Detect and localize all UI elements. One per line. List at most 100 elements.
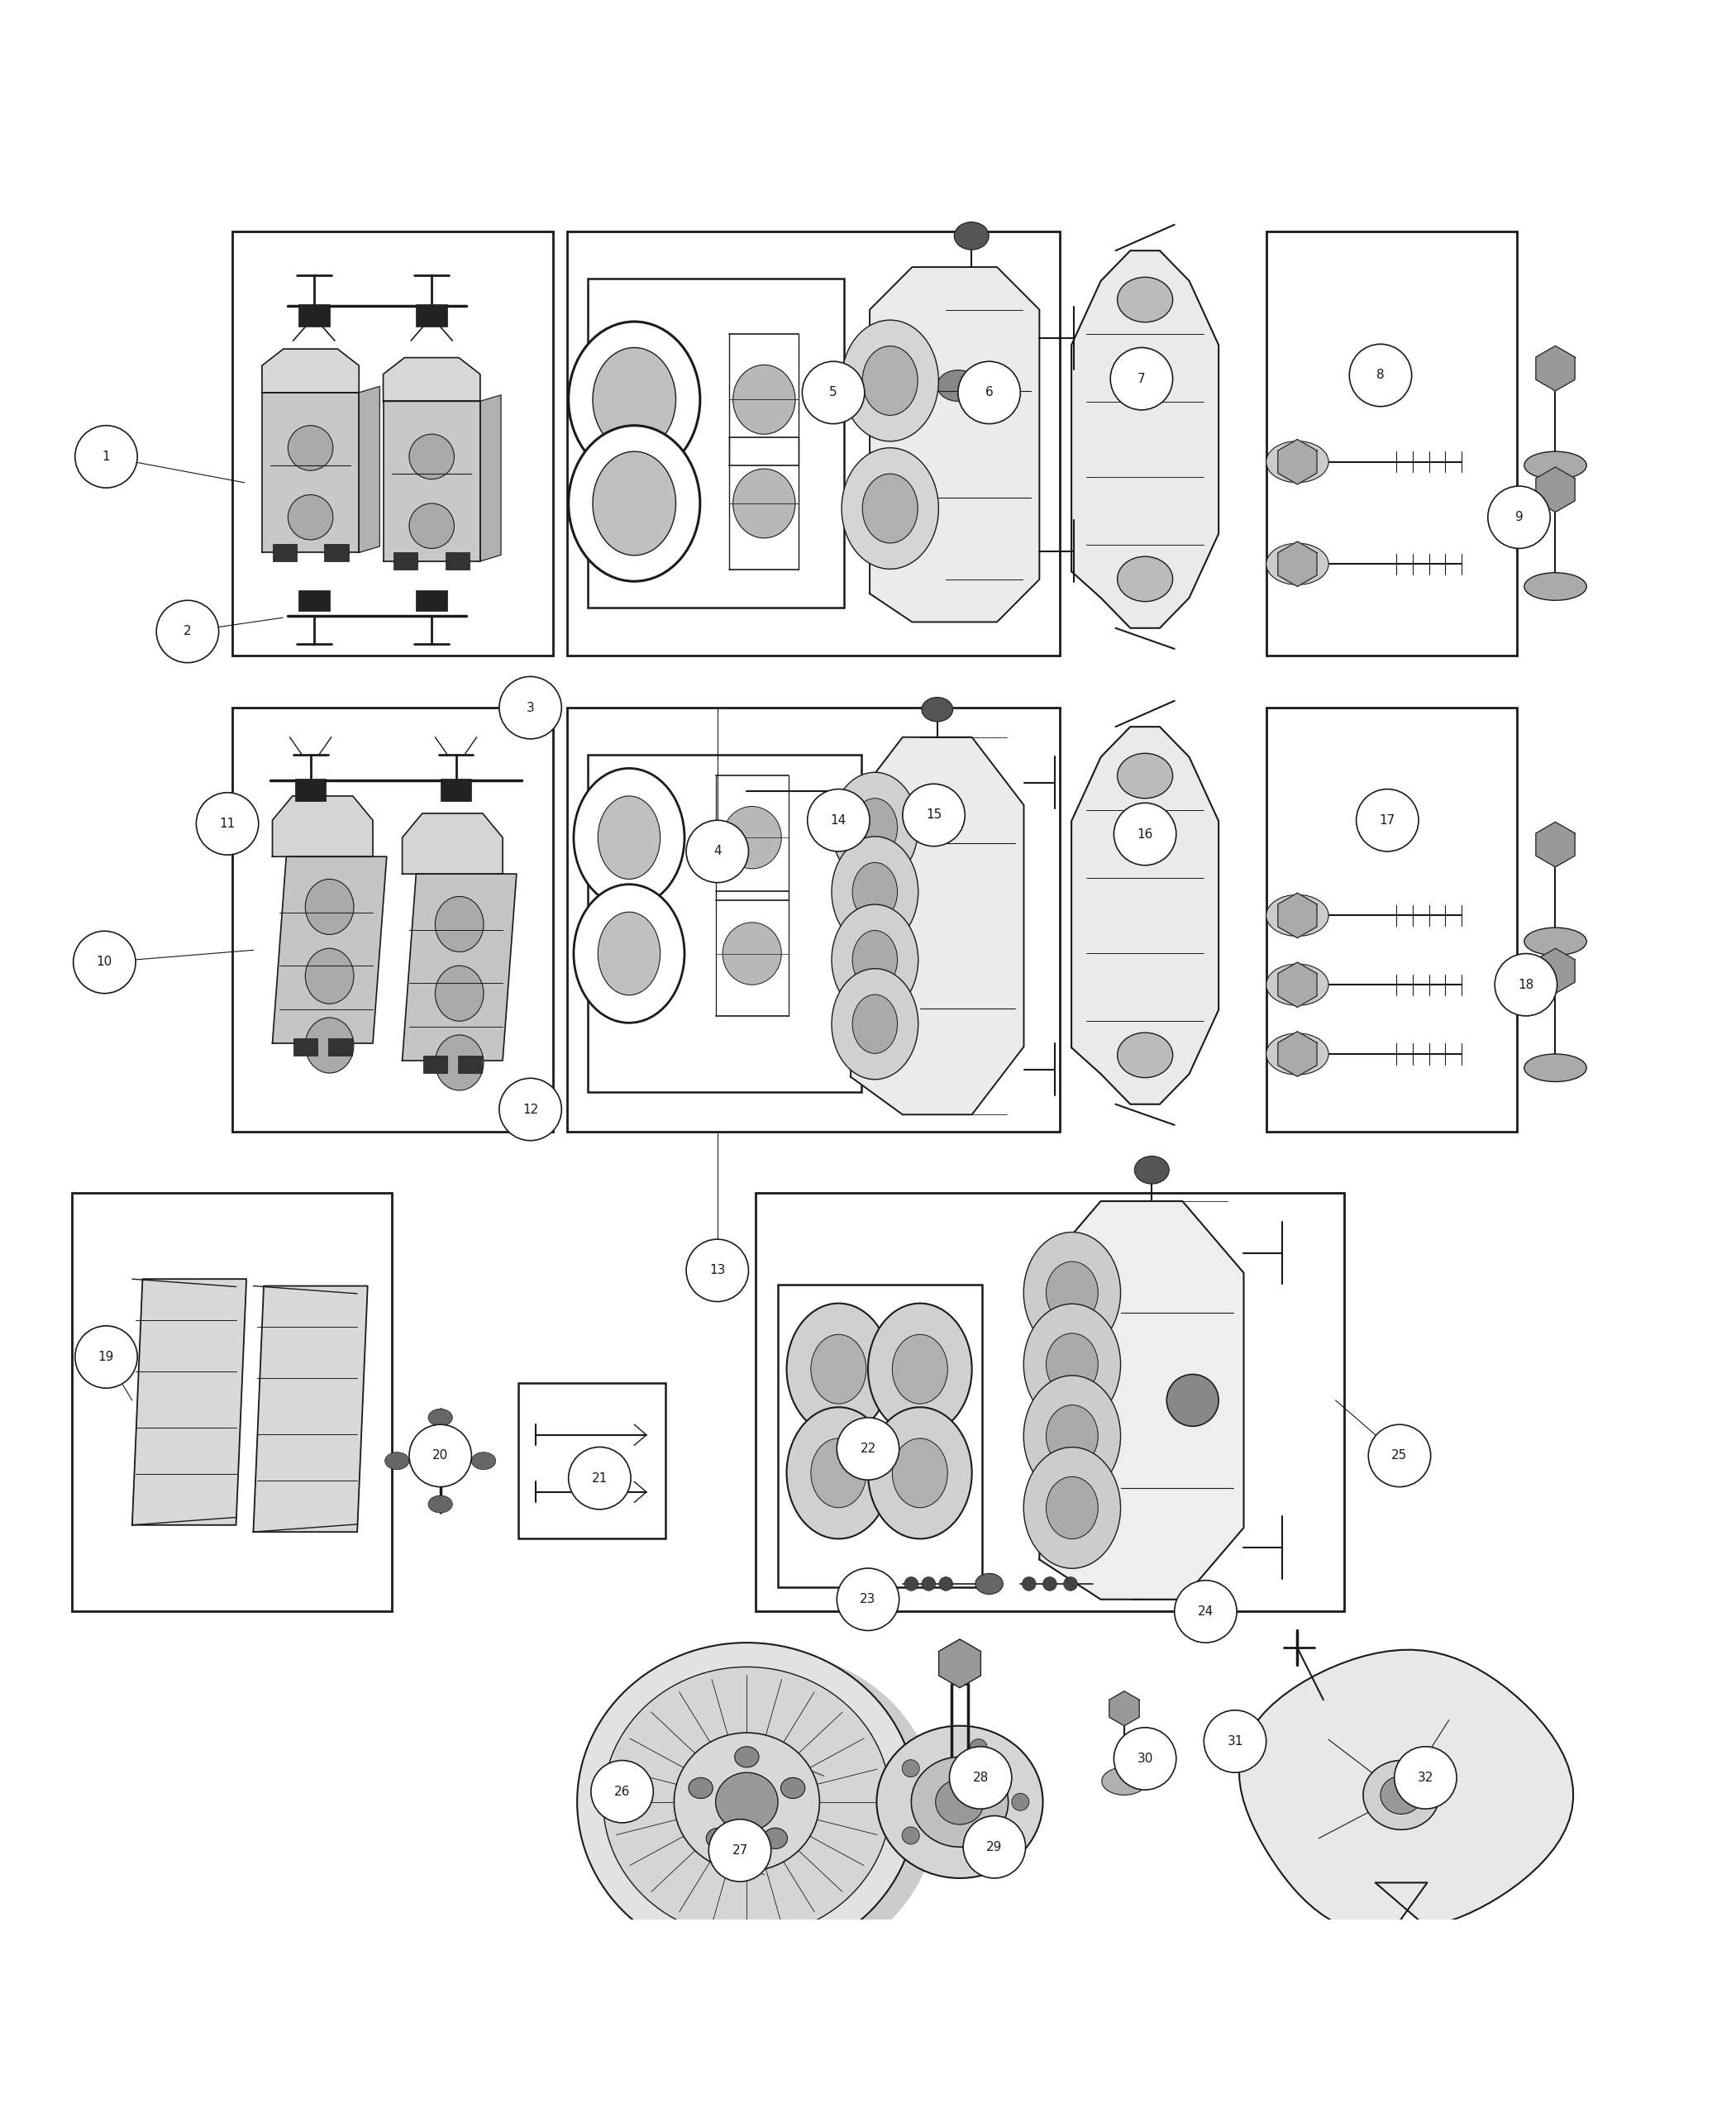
Ellipse shape [911, 1756, 1009, 1847]
Text: 29: 29 [986, 1840, 1002, 1853]
Circle shape [1495, 953, 1557, 1016]
Polygon shape [359, 386, 380, 552]
Ellipse shape [852, 799, 898, 858]
Circle shape [590, 1760, 653, 1823]
Ellipse shape [1266, 894, 1328, 936]
Ellipse shape [811, 1438, 866, 1507]
Polygon shape [1536, 822, 1575, 866]
Circle shape [500, 677, 561, 740]
Polygon shape [1278, 542, 1318, 586]
Text: 13: 13 [710, 1265, 726, 1277]
Circle shape [950, 1748, 1012, 1809]
Text: 9: 9 [1516, 510, 1522, 523]
Ellipse shape [715, 1773, 778, 1832]
Text: 23: 23 [859, 1594, 877, 1606]
Polygon shape [1278, 438, 1318, 485]
Ellipse shape [892, 1334, 948, 1404]
Circle shape [1111, 348, 1174, 409]
Ellipse shape [288, 426, 333, 470]
Circle shape [837, 1417, 899, 1480]
Bar [778, 1284, 983, 1587]
Ellipse shape [1363, 1760, 1439, 1830]
Ellipse shape [733, 468, 795, 538]
Bar [1266, 232, 1517, 656]
Ellipse shape [410, 434, 455, 479]
Ellipse shape [734, 1748, 759, 1767]
Bar [1266, 708, 1517, 1132]
Ellipse shape [573, 767, 684, 906]
Bar [587, 755, 861, 1092]
Ellipse shape [472, 1452, 496, 1469]
Bar [325, 544, 349, 561]
Ellipse shape [597, 913, 660, 995]
Text: 12: 12 [523, 1102, 538, 1115]
Text: 17: 17 [1380, 814, 1396, 826]
Polygon shape [1040, 1202, 1243, 1600]
Ellipse shape [1266, 544, 1328, 584]
Polygon shape [481, 394, 502, 561]
Ellipse shape [1024, 1448, 1120, 1568]
Bar [295, 778, 326, 801]
Ellipse shape [1524, 451, 1587, 479]
Polygon shape [132, 1280, 247, 1524]
Ellipse shape [786, 1303, 891, 1436]
Ellipse shape [868, 1408, 972, 1539]
Bar [273, 544, 297, 561]
Circle shape [1203, 1710, 1266, 1773]
Ellipse shape [868, 1303, 972, 1436]
Bar [755, 1193, 1344, 1611]
Ellipse shape [1047, 1404, 1099, 1467]
Circle shape [1368, 1425, 1430, 1486]
Ellipse shape [970, 1739, 988, 1756]
Ellipse shape [1047, 1261, 1099, 1324]
Ellipse shape [1524, 928, 1587, 955]
Circle shape [1488, 487, 1550, 548]
Polygon shape [1071, 251, 1219, 628]
Circle shape [708, 1819, 771, 1882]
Bar [566, 708, 1061, 1132]
Text: 26: 26 [615, 1785, 630, 1798]
Ellipse shape [576, 1642, 917, 1960]
Ellipse shape [592, 451, 675, 554]
Ellipse shape [1167, 1374, 1219, 1427]
Ellipse shape [854, 776, 896, 807]
Ellipse shape [955, 221, 990, 249]
Ellipse shape [733, 365, 795, 434]
Ellipse shape [852, 930, 898, 989]
Ellipse shape [1524, 573, 1587, 601]
Ellipse shape [863, 474, 918, 544]
Ellipse shape [976, 1573, 1003, 1594]
Bar [519, 1383, 665, 1539]
Ellipse shape [1118, 557, 1174, 601]
Bar [394, 552, 418, 569]
Ellipse shape [1118, 276, 1174, 323]
Ellipse shape [424, 1444, 458, 1478]
Ellipse shape [852, 862, 898, 921]
Polygon shape [1536, 949, 1575, 993]
Ellipse shape [852, 995, 898, 1054]
Ellipse shape [1024, 1233, 1120, 1353]
Ellipse shape [832, 904, 918, 1016]
Circle shape [1115, 1729, 1177, 1790]
Text: 31: 31 [1227, 1735, 1243, 1748]
Polygon shape [851, 738, 1024, 1115]
Ellipse shape [842, 320, 939, 441]
Ellipse shape [707, 1828, 731, 1849]
Ellipse shape [674, 1733, 819, 1872]
Text: 24: 24 [1198, 1606, 1213, 1617]
Text: 6: 6 [984, 386, 993, 398]
Ellipse shape [877, 1726, 1043, 1878]
Text: 11: 11 [219, 818, 236, 831]
Ellipse shape [1118, 753, 1174, 799]
Ellipse shape [597, 797, 660, 879]
Ellipse shape [1024, 1305, 1120, 1425]
Ellipse shape [1043, 1577, 1057, 1592]
Text: 22: 22 [859, 1442, 877, 1455]
Ellipse shape [764, 1828, 788, 1849]
Bar [446, 552, 470, 569]
Ellipse shape [904, 1577, 918, 1592]
Bar [417, 304, 448, 327]
Ellipse shape [903, 1828, 920, 1844]
Polygon shape [262, 350, 359, 392]
Polygon shape [939, 1640, 981, 1689]
